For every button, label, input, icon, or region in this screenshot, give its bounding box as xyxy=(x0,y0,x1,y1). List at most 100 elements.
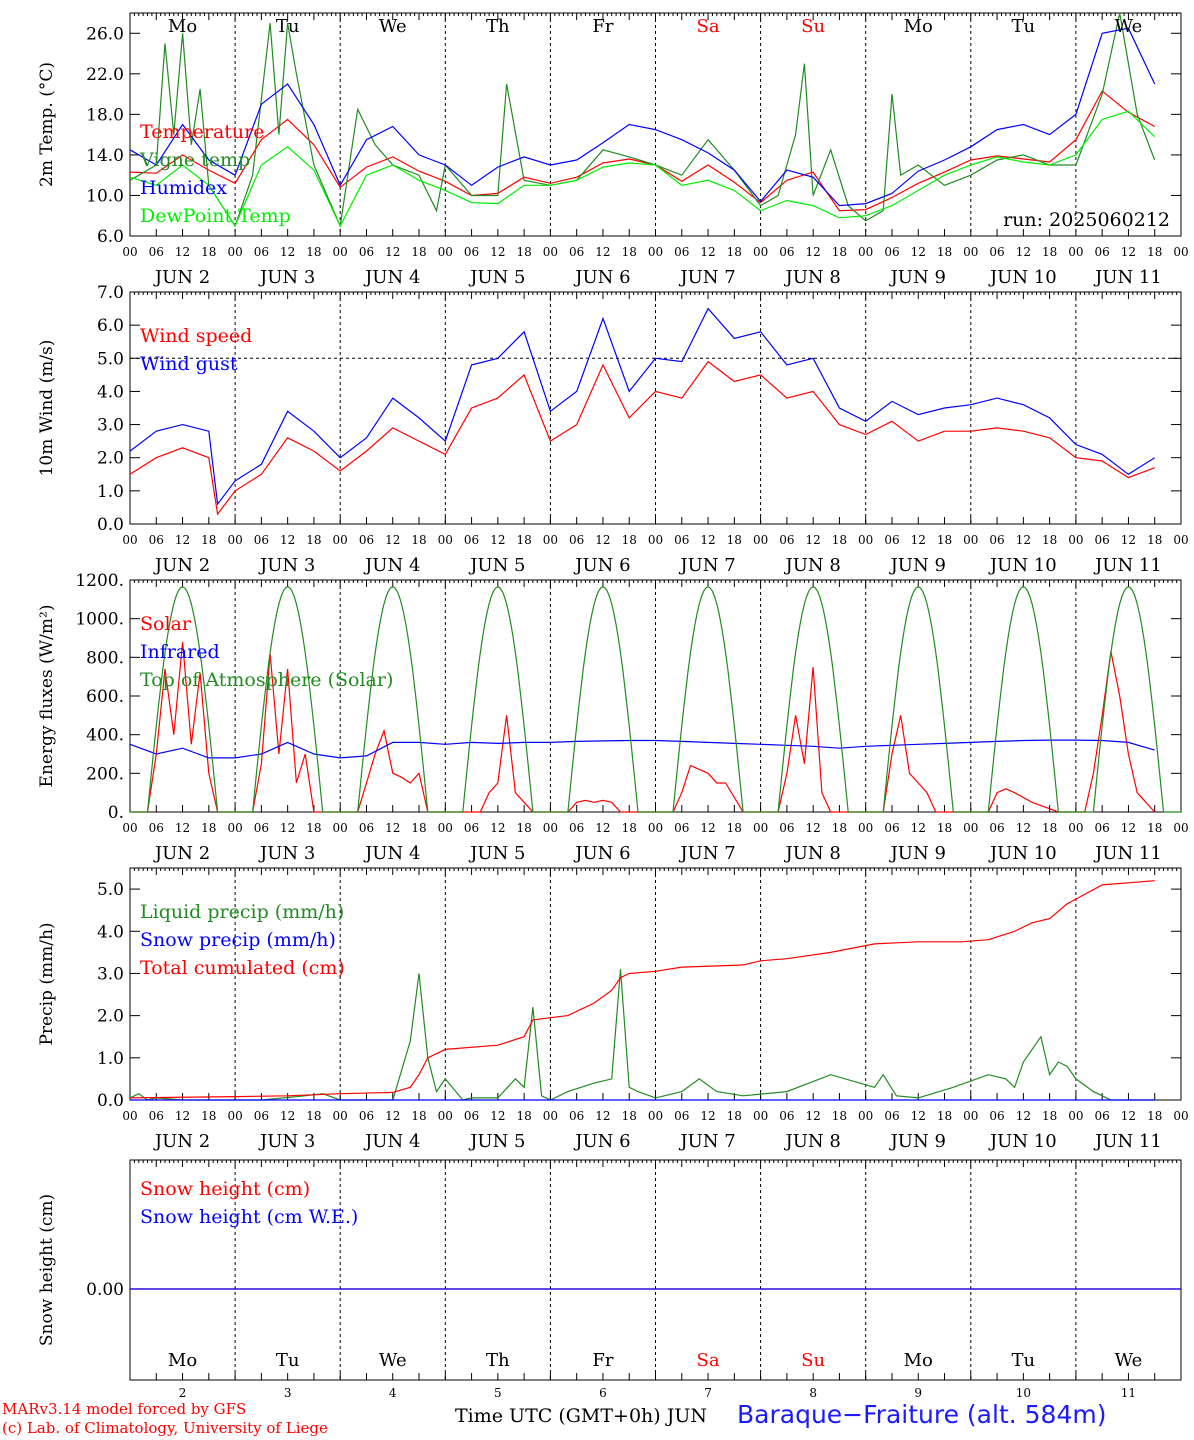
y-tick-label: 1200. xyxy=(75,571,124,591)
date-label: JUN 3 xyxy=(258,555,315,576)
date-label: JUN 2 xyxy=(153,555,210,576)
hour-tick-label: 06 xyxy=(254,245,269,259)
y-tick-label: 26.0 xyxy=(86,24,124,44)
hour-tick-label: 12 xyxy=(175,245,190,259)
hour-tick-label: 12 xyxy=(385,533,400,547)
legend-entry: DewPoint Temp xyxy=(140,205,291,227)
hour-tick-label: 12 xyxy=(1121,1109,1136,1123)
hour-tick-label: 12 xyxy=(700,533,715,547)
hour-tick-label: 00 xyxy=(1068,821,1083,835)
hour-tick-label: 18 xyxy=(1042,1109,1057,1123)
day-number-label: 4 xyxy=(389,1386,397,1400)
hour-tick-label: 00 xyxy=(227,245,242,259)
hour-tick-label: 12 xyxy=(280,1109,295,1123)
y-tick-label: 800. xyxy=(86,648,124,668)
hour-tick-label: 18 xyxy=(832,821,847,835)
y-tick-label: 600. xyxy=(86,687,124,707)
hour-tick-label: 12 xyxy=(806,821,821,835)
hour-tick-label: 18 xyxy=(411,245,426,259)
y-tick-label: 0.00 xyxy=(86,1280,124,1300)
weekday-label: We xyxy=(1115,1350,1143,1371)
series-line-humidex xyxy=(129,27,1156,207)
hour-tick-label: 00 xyxy=(753,1109,768,1123)
hour-tick-label: 18 xyxy=(411,533,426,547)
hour-tick-label: 18 xyxy=(516,533,531,547)
hour-tick-label: 12 xyxy=(175,533,190,547)
y-tick-label: 7.0 xyxy=(97,283,124,303)
date-label: JUN 6 xyxy=(573,267,630,288)
series-line-liquid-precip-mm-h- xyxy=(129,969,1155,1101)
hour-tick-label: 06 xyxy=(464,821,479,835)
hour-tick-label: 06 xyxy=(884,1109,899,1123)
hour-tick-label: 06 xyxy=(1095,821,1110,835)
weekday-label: Fr xyxy=(592,16,613,37)
hour-tick-label: 06 xyxy=(989,1109,1004,1123)
date-label: JUN 2 xyxy=(153,843,210,864)
hour-tick-label: 06 xyxy=(254,821,269,835)
hour-tick-label: 06 xyxy=(674,533,689,547)
legend-entry: Infrared xyxy=(140,641,220,663)
hour-tick-label: 18 xyxy=(622,245,637,259)
date-label: JUN 4 xyxy=(363,1131,420,1152)
hour-tick-label: 18 xyxy=(201,245,216,259)
weekday-label: Tu xyxy=(276,16,300,37)
series-line-wind-gust xyxy=(129,307,1156,506)
hour-tick-label: 00 xyxy=(122,245,137,259)
hour-tick-label: 18 xyxy=(727,533,742,547)
day-number-label: 6 xyxy=(599,1386,607,1400)
hour-tick-label: 00 xyxy=(753,821,768,835)
weekday-label: Su xyxy=(801,1350,825,1371)
hour-tick-label: 00 xyxy=(543,245,558,259)
hour-tick-label: 06 xyxy=(674,1109,689,1123)
date-label: JUN 8 xyxy=(783,555,840,576)
y-axis-label: 10m Wind (m/s) xyxy=(37,340,57,477)
hour-tick-label: 00 xyxy=(227,533,242,547)
hour-tick-label: 06 xyxy=(674,821,689,835)
hour-tick-label: 00 xyxy=(227,821,242,835)
hour-tick-label: 18 xyxy=(411,821,426,835)
hour-tick-label: 12 xyxy=(595,245,610,259)
date-label: JUN 2 xyxy=(153,1131,210,1152)
hour-tick-label: 00 xyxy=(753,533,768,547)
date-label: JUN 3 xyxy=(258,1131,315,1152)
hour-tick-label: 12 xyxy=(1121,245,1136,259)
day-number-label: 3 xyxy=(284,1386,292,1400)
hour-tick-label: 18 xyxy=(727,245,742,259)
date-label: JUN 9 xyxy=(889,843,946,864)
y-tick-label: 400. xyxy=(86,726,124,746)
day-number-label: 2 xyxy=(179,1386,187,1400)
y-tick-label: 1.0 xyxy=(97,482,124,502)
hour-tick-label: 12 xyxy=(1121,533,1136,547)
hour-tick-label: 06 xyxy=(464,245,479,259)
hour-tick-label: 00 xyxy=(1173,533,1188,547)
hour-tick-label: 06 xyxy=(884,533,899,547)
hour-tick-label: 00 xyxy=(333,245,348,259)
hour-tick-label: 00 xyxy=(333,1109,348,1123)
hour-tick-label: 18 xyxy=(622,533,637,547)
y-tick-label: 5.0 xyxy=(97,880,124,900)
hour-tick-label: 06 xyxy=(254,1109,269,1123)
hour-tick-label: 06 xyxy=(1095,1109,1110,1123)
hour-tick-label: 12 xyxy=(1016,821,1031,835)
y-tick-label: 2.0 xyxy=(97,449,124,469)
hour-tick-label: 06 xyxy=(569,245,584,259)
hour-tick-label: 12 xyxy=(595,1109,610,1123)
hour-tick-label: 18 xyxy=(306,533,321,547)
y-tick-label: 3.0 xyxy=(97,416,124,436)
weekday-label: Mo xyxy=(904,16,933,37)
y-tick-label: 4.0 xyxy=(97,382,124,402)
series-line-dewpoint-temp xyxy=(129,110,1156,228)
hour-tick-label: 18 xyxy=(306,245,321,259)
hour-tick-label: 00 xyxy=(1173,245,1188,259)
hour-tick-label: 18 xyxy=(937,821,952,835)
hour-tick-label: 06 xyxy=(1095,533,1110,547)
hour-tick-label: 12 xyxy=(700,1109,715,1123)
hour-tick-label: 12 xyxy=(911,245,926,259)
hour-tick-label: 18 xyxy=(832,245,847,259)
hour-tick-label: 06 xyxy=(359,821,374,835)
y-tick-label: 0.0 xyxy=(97,1091,124,1111)
hour-tick-label: 06 xyxy=(149,245,164,259)
series-line-solar xyxy=(130,641,1156,813)
date-label: JUN 6 xyxy=(573,843,630,864)
hour-tick-label: 12 xyxy=(490,245,505,259)
